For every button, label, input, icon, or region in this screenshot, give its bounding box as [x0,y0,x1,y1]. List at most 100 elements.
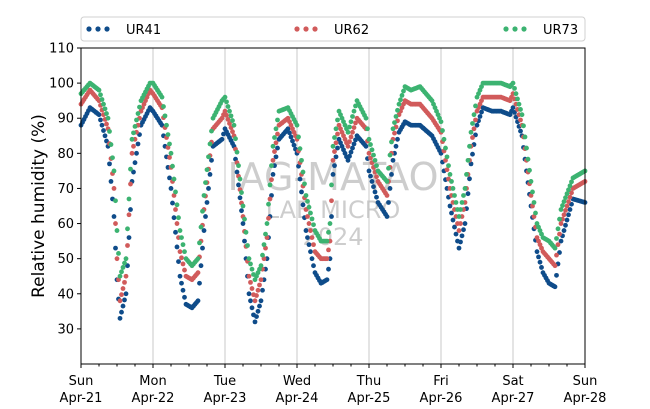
point-ur73 [105,115,111,121]
point-ur73 [566,187,571,193]
point-ur41 [536,254,541,260]
point-ur41 [206,186,211,191]
point-ur73 [401,88,406,94]
x-tick-label-date: Apr-25 [348,391,391,406]
point-ur62 [473,117,478,123]
point-ur73 [467,143,472,149]
series-ur41 [78,105,588,325]
point-ur41 [96,112,102,118]
point-ur41 [458,239,463,245]
point-ur73 [386,165,391,171]
point-ur41 [552,284,558,290]
point-ur41 [134,150,139,156]
point-ur73 [569,179,574,185]
point-ur41 [198,263,204,269]
point-ur41 [201,228,207,233]
point-ur73 [260,252,265,258]
point-ur73 [309,216,315,222]
point-ur73 [102,106,108,112]
point-ur41 [512,109,517,115]
point-ur73 [462,186,468,191]
point-ur73 [389,139,394,145]
point-ur73 [471,112,477,118]
point-ur41 [275,145,280,151]
point-ur62 [254,293,259,298]
point-ur73 [350,114,355,119]
point-ur73 [104,111,109,116]
x-tick-label-day: Sat [502,374,523,389]
point-ur62 [561,212,567,218]
point-ur41 [332,163,337,169]
point-ur62 [471,126,477,132]
point-ur41 [374,194,379,200]
legend-marker [104,26,110,32]
y-tick-label: 50 [57,252,74,267]
point-ur73 [522,134,528,140]
point-ur62 [554,252,559,258]
point-ur73 [525,156,531,162]
point-ur41 [174,244,180,250]
point-ur73 [303,193,309,198]
x-tick-label-date: Apr-27 [492,391,535,406]
point-ur73 [527,167,532,173]
point-ur62 [246,273,252,279]
point-ur73 [564,191,570,197]
point-ur73 [305,198,310,204]
point-ur73 [368,142,373,147]
point-ur73 [521,123,526,129]
point-ur73 [249,266,255,272]
point-ur73 [563,195,568,201]
point-ur73 [164,122,169,128]
point-ur73 [552,245,558,251]
x-tick-label-date: Apr-21 [60,391,103,406]
point-ur73 [365,126,370,132]
point-ur62 [308,228,313,233]
point-ur62 [174,221,180,226]
point-ur62 [230,129,235,135]
point-ur73 [239,190,244,195]
point-ur73 [111,168,117,174]
point-ur73 [179,235,184,241]
point-ur73 [237,176,243,182]
point-ur73 [170,163,175,169]
point-ur41 [126,235,132,241]
point-ur62 [366,150,372,156]
point-ur73 [161,104,166,109]
point-ur41 [240,221,246,226]
point-ur73 [348,119,354,125]
point-ur41 [287,130,292,136]
point-ur73 [96,87,102,93]
point-ur41 [102,133,108,139]
point-ur41 [452,224,457,230]
x-tick-label-day: Mon [139,374,166,389]
point-ur41 [369,179,375,184]
point-ur41 [254,314,259,319]
point-ur62 [456,228,462,233]
point-ur41 [108,179,114,184]
legend-label: UR41 [126,23,161,38]
point-ur62 [335,131,340,137]
point-ur41 [326,266,331,272]
legend: UR41 UR62 UR73 [80,16,586,42]
point-ur41 [474,122,480,128]
point-ur41 [203,214,208,219]
point-ur62 [120,286,126,291]
point-ur62 [117,298,123,304]
point-ur41 [567,207,573,212]
point-ur62 [351,125,357,130]
point-ur41 [128,207,133,212]
point-ur41 [131,169,136,175]
point-ur73 [126,196,132,202]
legend-marker [312,26,318,32]
point-ur73 [182,249,187,255]
point-ur41 [179,280,184,286]
point-ur62 [266,215,271,221]
point-ur73 [351,108,357,114]
point-ur73 [530,189,535,195]
point-ur73 [302,181,307,187]
point-ur73 [516,101,522,107]
point-ur41 [122,297,127,303]
point-ur62 [273,140,279,146]
point-ur73 [510,80,516,86]
point-ur41 [249,305,255,311]
